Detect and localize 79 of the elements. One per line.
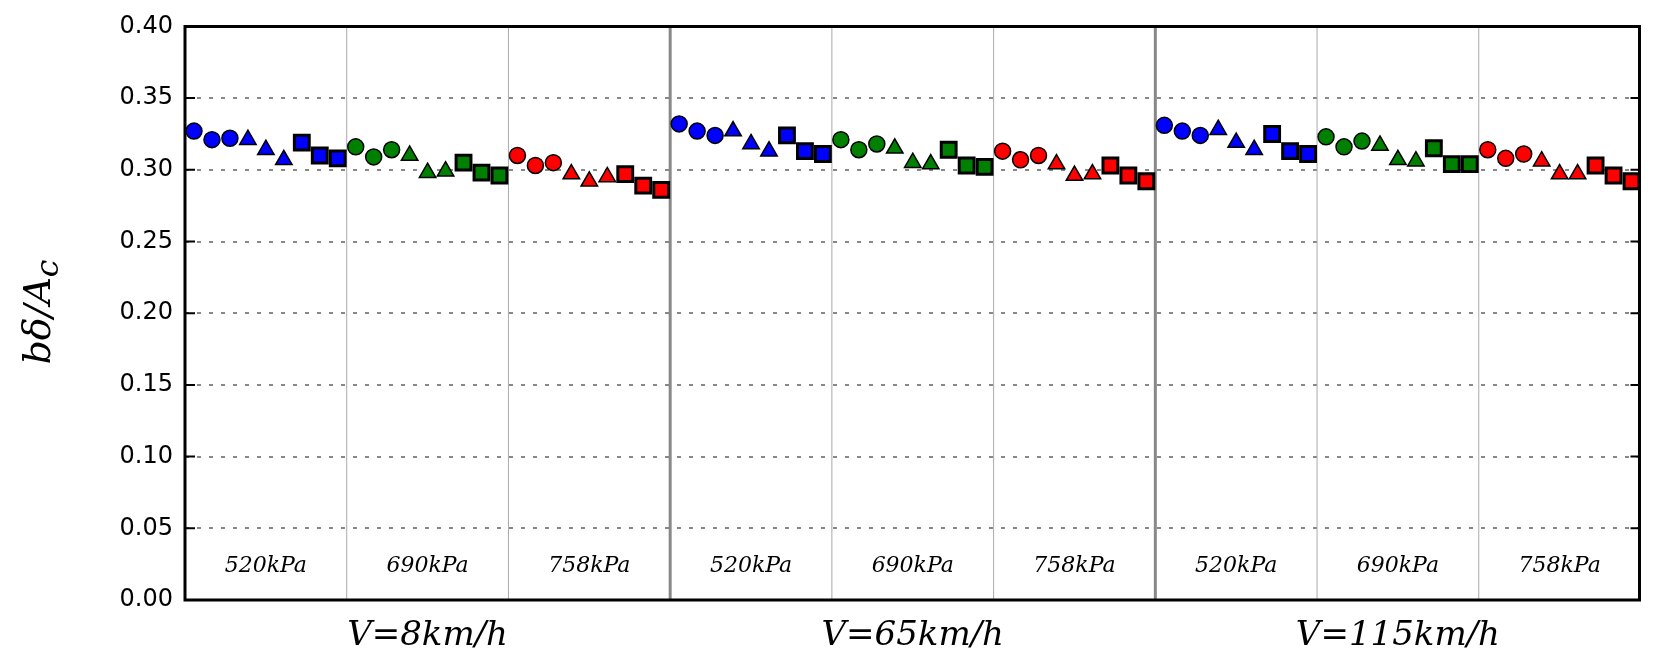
- point: [1155, 116, 1174, 135]
- y-tick-label: 0.40: [119, 10, 173, 39]
- point: [1299, 145, 1317, 163]
- point: [796, 142, 814, 161]
- y-tick-label: 0.05: [119, 512, 173, 541]
- point: [975, 158, 994, 176]
- point: [616, 165, 635, 184]
- annotation: 520kPa: [224, 551, 307, 577]
- y-tick-label: 0.25: [119, 225, 173, 254]
- annotation: 690kPa: [871, 551, 954, 577]
- point: [1137, 172, 1156, 191]
- point: [939, 140, 958, 159]
- annotation: 520kPa: [1195, 551, 1278, 577]
- point: [1173, 122, 1192, 140]
- point: [418, 162, 437, 179]
- point: [1604, 166, 1623, 185]
- text: V=115km/h: [1295, 612, 1500, 653]
- y-tick-label: 0.00: [119, 584, 173, 613]
- point: [454, 153, 473, 172]
- point: [328, 149, 347, 168]
- point: [382, 140, 401, 159]
- point: [508, 146, 527, 165]
- annotation: 758kPa: [1518, 551, 1601, 577]
- point: [1227, 132, 1246, 149]
- point: [1460, 155, 1479, 173]
- y-tick-label: 0.15: [119, 369, 173, 398]
- point: [1191, 126, 1210, 145]
- point: [580, 171, 599, 187]
- point: [221, 129, 239, 147]
- point: [688, 122, 706, 140]
- annotation: 690kPa: [386, 551, 469, 577]
- annotation: 520kPa: [709, 551, 793, 577]
- point: [993, 142, 1012, 160]
- point: [903, 152, 922, 169]
- annotation: 690kPa: [1356, 551, 1440, 577]
- point: [1029, 146, 1048, 165]
- point: [310, 146, 329, 165]
- annotation: 758kPa: [1033, 551, 1116, 577]
- point: [706, 126, 724, 145]
- point: [1065, 165, 1084, 182]
- point: [490, 166, 509, 185]
- point: [1479, 140, 1497, 159]
- text: V=8km/h: [347, 612, 509, 653]
- point: [526, 156, 545, 175]
- point: [832, 130, 850, 149]
- point: [778, 126, 796, 145]
- point: [1317, 128, 1335, 146]
- y-tick-label: 0.10: [119, 440, 173, 469]
- point: [670, 115, 688, 133]
- point: [1496, 149, 1515, 168]
- point: [850, 140, 868, 159]
- point: [813, 145, 832, 163]
- point: [203, 130, 221, 149]
- point: [292, 133, 311, 152]
- y-tick-label: 0.35: [119, 82, 173, 111]
- point: [652, 180, 671, 199]
- point: [957, 156, 976, 175]
- point: [185, 122, 203, 140]
- point: [1101, 156, 1120, 175]
- point: [472, 163, 491, 182]
- point: [1263, 125, 1282, 143]
- point: [868, 135, 886, 153]
- point: [634, 176, 653, 195]
- point: [1119, 166, 1138, 185]
- annotation: 758kPa: [548, 551, 631, 577]
- y-tick-label: 0.30: [119, 154, 173, 183]
- text: V=65km/h: [821, 612, 1005, 653]
- point: [544, 153, 563, 172]
- point: [1335, 138, 1353, 156]
- point: [1586, 156, 1605, 175]
- y-tick-label: 0.20: [119, 297, 173, 326]
- point: [1281, 142, 1300, 161]
- point: [1442, 155, 1461, 173]
- point: [364, 148, 383, 166]
- point: [346, 138, 365, 156]
- point: [1353, 132, 1371, 150]
- point: [1011, 151, 1030, 169]
- point: [1424, 139, 1443, 158]
- point: [1514, 145, 1533, 163]
